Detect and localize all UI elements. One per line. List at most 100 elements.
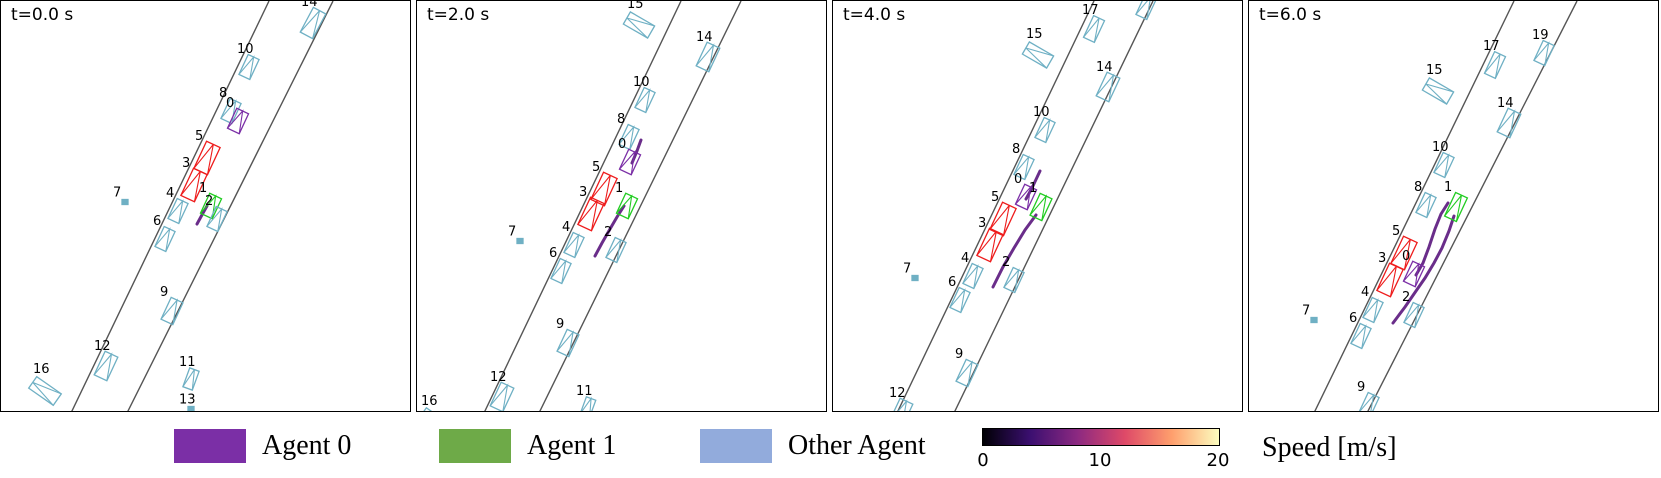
vehicle-label: 17	[1082, 3, 1099, 18]
vehicle-label: 10	[1033, 105, 1050, 120]
vehicle-label: 7	[903, 262, 911, 277]
vehicle-label: 1	[1029, 181, 1037, 196]
vehicle-label: 7	[113, 186, 121, 201]
vehicle-box	[618, 148, 642, 176]
vehicle-label: 2	[1002, 255, 1010, 270]
vehicle-label: 12	[889, 386, 906, 401]
vehicle-box	[226, 107, 250, 135]
vehicle-box	[179, 167, 209, 203]
road-boundary-line	[127, 1, 334, 411]
vehicle-box	[615, 192, 639, 220]
legend-swatch-other	[700, 429, 772, 463]
vehicle-label: 4	[562, 220, 570, 235]
vehicle-box	[93, 350, 119, 382]
vehicle-box	[160, 296, 184, 326]
vehicle-box	[579, 395, 597, 411]
vehicle-box	[1095, 71, 1121, 103]
vehicle-label: 19	[1532, 28, 1549, 43]
vehicle-label: 4	[166, 186, 174, 201]
vehicle-box	[238, 53, 260, 81]
road-boundary-line	[484, 1, 682, 411]
time-label: t=6.0 s	[1259, 5, 1322, 25]
vehicle-label: 8	[1012, 142, 1020, 157]
scene-panel: 14 10 8 0 5 3 1 2 4 6 7 9 12 11 13 16 t=0.0 s	[0, 0, 411, 412]
vehicle-label: 10	[237, 42, 254, 57]
vehicle-label: 16	[33, 362, 50, 377]
time-label: t=4.0 s	[843, 5, 906, 25]
vehicle-label: 6	[1349, 311, 1357, 326]
vehicle-label: 8	[617, 112, 625, 127]
vehicle-label: 6	[549, 246, 557, 261]
vehicle-label: 5	[592, 160, 600, 175]
vehicle-label: 0	[1402, 249, 1410, 264]
vehicle-box	[1496, 107, 1522, 139]
vehicle-box	[888, 397, 914, 411]
vehicle-label: 14	[1497, 96, 1514, 111]
vehicle-label: 8	[1414, 180, 1422, 195]
vehicle-label: 1	[199, 181, 207, 196]
vehicle-label: 5	[1392, 224, 1400, 239]
vehicle-label: 4	[1361, 285, 1369, 300]
scene-panel: 15 14 10 8 0 5 3 1 2 4 6 7 9 12 11 16 t=2.0 s	[416, 0, 827, 412]
vehicle-label: 1	[1444, 180, 1452, 195]
vehicle-label: 3	[579, 185, 587, 200]
vehicle-box	[1533, 39, 1555, 67]
vehicle-box	[911, 274, 919, 282]
vehicle-label: 15	[627, 1, 644, 12]
vehicle-box	[622, 11, 656, 39]
vehicle-box	[1034, 116, 1056, 144]
legend-label-other: Other Agent	[788, 430, 926, 461]
vehicle-box	[187, 405, 195, 411]
legend-swatch-agent0	[174, 429, 246, 463]
scene-canvas: 1715141080153246791219	[888, 1, 1157, 411]
scene-panel: 19 17 15 14 10 8 1 5 3 0 2 4 6 7 9 t=6.0 s	[1248, 0, 1659, 412]
vehicle-label: 15	[1426, 63, 1443, 78]
vehicle-box	[563, 231, 585, 259]
colorbar-tick-20: 20	[1206, 450, 1230, 471]
vehicle-box	[489, 381, 515, 411]
vehicle-box	[206, 205, 228, 233]
vehicle-box	[1433, 151, 1455, 179]
vehicle-label: 14	[1096, 60, 1113, 75]
vehicle-label: 7	[1302, 304, 1310, 319]
vehicle-label: 17	[1483, 39, 1500, 54]
vehicle-label: 7	[508, 225, 516, 240]
vehicle-box	[154, 225, 176, 253]
vehicle-label: 2	[205, 194, 213, 209]
vehicle-label: 0	[618, 137, 626, 152]
legend-item-agent0: Agent 0	[174, 428, 351, 464]
vehicle-box	[949, 286, 971, 314]
vehicle-label: 8	[219, 86, 227, 101]
agent-trajectory	[991, 213, 1038, 289]
time-label: t=2.0 s	[427, 5, 490, 25]
vehicle-box	[975, 227, 1005, 263]
legend-swatch-agent1	[439, 429, 511, 463]
vehicle-box	[576, 196, 606, 232]
vehicle-label: 9	[955, 347, 963, 362]
vehicle-box	[27, 375, 63, 407]
vehicle-label: 6	[948, 275, 956, 290]
vehicle-label: 5	[991, 190, 999, 205]
vehicle-box	[182, 367, 200, 391]
legend: Agent 0 Agent 1 Other Agent 0 10 20 Spee…	[0, 428, 1661, 471]
road-boundary-line	[1314, 1, 1515, 411]
vehicle-box	[299, 6, 327, 40]
agent-trajectory	[195, 204, 209, 226]
colorbar-label: Speed [m/s]	[1262, 432, 1397, 463]
vehicle-box	[605, 236, 627, 264]
vehicle-label: 14	[301, 1, 318, 10]
vehicle-box	[1021, 41, 1055, 69]
vehicle-label: 15	[1026, 27, 1043, 42]
colorbar-tick-10: 10	[1088, 450, 1112, 471]
vehicle-label: 9	[556, 317, 564, 332]
vehicle-label: 13	[179, 393, 196, 408]
vehicle-box	[1310, 316, 1318, 324]
time-label: t=0.0 s	[11, 5, 74, 25]
legend-label-agent1: Agent 1	[527, 430, 617, 461]
vehicle-box	[1003, 266, 1025, 294]
vehicle-label: 0	[226, 96, 234, 111]
vehicle-box	[1135, 1, 1157, 21]
vehicle-label: 3	[1378, 251, 1386, 266]
road-boundary-line	[897, 1, 1095, 411]
